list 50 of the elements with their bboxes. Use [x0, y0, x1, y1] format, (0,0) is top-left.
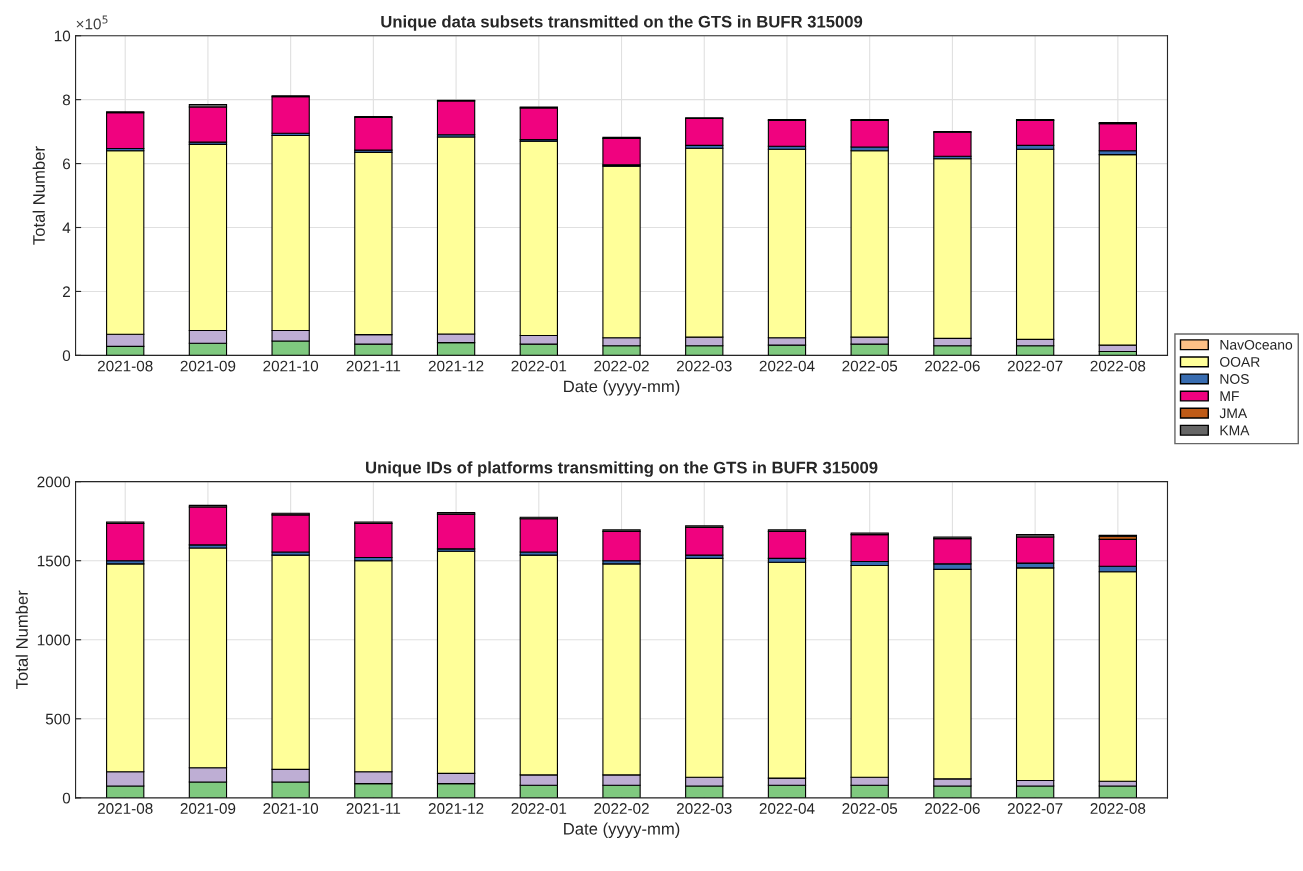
x-tick-label: 2021-08 — [97, 803, 153, 814]
x-tick-label: 2021-09 — [180, 803, 236, 814]
x-tick-label: 2021-08 — [97, 360, 153, 372]
y-tick-label: 1500 — [37, 555, 71, 567]
x-tick-label: 2022-05 — [842, 360, 898, 372]
x-tick-label: 2022-03 — [676, 360, 732, 372]
x-tick-label: 2022-02 — [594, 803, 649, 814]
x-tick-label: 2022-02 — [594, 360, 649, 372]
y-tick-label: 500 — [45, 713, 71, 725]
x-tick-label: 2021-12 — [428, 360, 484, 372]
legend-label: OOAR — [1220, 357, 1260, 367]
x-tick-label: 2021-10 — [263, 360, 319, 372]
y-axis-title: Total Number — [32, 146, 45, 245]
text: ×10$^{5}$ — [76, 15, 108, 30]
x-tick-label: 2021-11 — [346, 803, 401, 814]
x-tick-label: 2022-04 — [759, 803, 815, 814]
y-tick-label: 8 — [62, 94, 71, 106]
y-tick-label: 4 — [62, 222, 71, 234]
x-tick-label: 2021-12 — [428, 803, 484, 814]
x-tick-label: 2022-04 — [759, 360, 815, 372]
x-tick-label: 2021-09 — [180, 360, 236, 372]
x-tick-label: 2021-10 — [263, 803, 319, 814]
y-axis-title: Total Number — [15, 590, 28, 689]
legend-label: JMA — [1219, 408, 1248, 419]
legend-label: MF — [1220, 391, 1239, 401]
x-tick-label: 2022-07 — [1007, 803, 1063, 814]
x-tick-label: 2022-01 — [511, 803, 567, 814]
y-tick-label: 10 — [54, 30, 71, 42]
y-tick-label: 0 — [62, 350, 71, 362]
x-axis-title: Date (yyyy-mm) — [564, 822, 680, 839]
x-tick-label: 2022-01 — [511, 360, 567, 372]
y-tick-label: 6 — [62, 158, 71, 170]
chart-title: Unique data subsets transmitted on the GTS in BUFR 315009 — [381, 15, 863, 31]
x-tick-label: 2022-06 — [925, 803, 980, 814]
x-tick-label: 2022-08 — [1090, 803, 1146, 814]
x-tick-label: 2021-11 — [346, 360, 401, 372]
x-tick-label: 2022-08 — [1090, 360, 1146, 372]
legend-label: KMA — [1220, 425, 1250, 436]
x-tick-label: 2022-07 — [1007, 360, 1063, 372]
y-tick-label: 2 — [62, 286, 70, 297]
x-tick-label: 2022-03 — [676, 803, 732, 814]
y-tick-label: 1000 — [37, 634, 71, 646]
legend-label: NavOceano — [1220, 339, 1293, 350]
x-tick-label: 2022-06 — [925, 360, 980, 372]
y-tick-label: 0 — [62, 792, 71, 804]
legend-label: NOS — [1220, 374, 1249, 384]
x-tick-label: 2022-05 — [842, 803, 898, 814]
chart-title: Unique IDs of platforms transmitting on the GTS in BUFR 315009 — [366, 461, 878, 477]
x-axis-title: Date (yyyy-mm) — [564, 380, 680, 396]
y-tick-label: 2000 — [37, 476, 71, 488]
